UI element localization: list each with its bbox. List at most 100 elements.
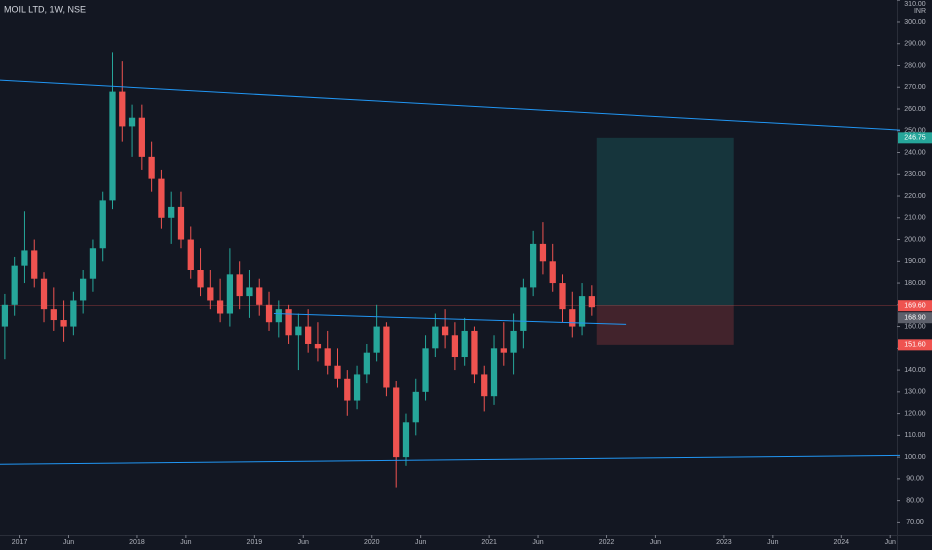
y-tick-label: 130.00	[904, 389, 926, 396]
target-label-bg	[898, 132, 932, 144]
unit-label: INR	[914, 8, 926, 15]
candle-body	[197, 270, 204, 288]
candle-body	[569, 309, 576, 327]
candle-body	[373, 326, 380, 353]
candle-body	[530, 243, 537, 288]
y-tick-label: 250.00	[904, 128, 926, 135]
candle-body	[432, 326, 439, 349]
candle-body	[353, 374, 361, 401]
y-tick-label: 230.00	[904, 171, 926, 178]
candle-body	[520, 287, 527, 331]
entry-label: 169.60	[904, 303, 926, 310]
candle-body	[539, 243, 547, 262]
stop-label-bg	[898, 339, 932, 351]
y-tick-label: 220.00	[904, 193, 926, 200]
candle-body	[207, 287, 214, 301]
x-tick-label: 2024	[834, 539, 850, 546]
candle-body	[246, 287, 253, 297]
candle-body	[11, 265, 18, 305]
candle-body	[21, 250, 28, 266]
candle-body	[119, 91, 126, 127]
y-tick-label: 300.00	[904, 19, 926, 26]
y-tick-label: 200.00	[904, 236, 926, 243]
y-tick-label: 270.00	[904, 84, 926, 91]
x-tick-label: Jun	[298, 539, 309, 546]
y-tick-label: 80.00	[906, 497, 924, 504]
candle-body	[451, 335, 459, 358]
candle-body	[177, 206, 185, 240]
x-tick-label: Jun	[415, 539, 426, 546]
candle-body	[393, 387, 400, 458]
candle-body	[40, 278, 48, 310]
candle-body	[422, 348, 429, 392]
y-tick-label: 240.00	[904, 149, 926, 156]
x-tick-label: 2022	[599, 539, 615, 546]
candle-body	[559, 283, 566, 310]
entry-label-bg	[898, 300, 932, 312]
candle-body	[256, 287, 263, 305]
candle-body	[441, 326, 449, 336]
x-tick-label: 2019	[247, 539, 263, 546]
target-label: 246.75	[904, 135, 926, 142]
y-tick-label: 70.00	[906, 519, 924, 526]
candle-body	[109, 91, 116, 201]
candle-body	[285, 309, 292, 336]
candle-body	[549, 261, 556, 284]
y-tick-label: 100.00	[904, 454, 926, 461]
y-tick-label: 290.00	[904, 41, 926, 48]
candle-body	[412, 391, 419, 423]
trend-line	[0, 79, 901, 131]
candle-body	[275, 309, 282, 323]
stop-label: 151.60	[904, 342, 926, 349]
candle-body	[295, 326, 302, 336]
trend-line	[273, 313, 627, 325]
candle-body	[60, 320, 67, 327]
candle-body	[314, 343, 322, 349]
last-price-bg	[898, 312, 932, 324]
loss-zone	[596, 305, 734, 345]
candle-body	[158, 178, 165, 218]
candle-body	[138, 117, 145, 157]
y-tick-label: 140.00	[904, 367, 926, 374]
candle-body	[490, 348, 498, 397]
candle-body	[510, 330, 517, 353]
candle-body	[334, 365, 341, 379]
candle-body	[70, 300, 77, 327]
candle-body	[187, 239, 194, 271]
candle-body	[80, 278, 87, 301]
trend-line	[0, 454, 901, 465]
candle-body	[1, 304, 9, 327]
chart-title: MOIL LTD, 1W, NSE	[4, 4, 86, 14]
y-tick-label: 180.00	[904, 280, 926, 287]
candle-body	[226, 274, 234, 314]
candle-body	[99, 200, 106, 249]
candle-body	[265, 304, 273, 323]
candle-body	[461, 330, 468, 358]
candle-body	[471, 330, 478, 375]
x-tick-label: 2017	[12, 539, 28, 546]
candle-body	[500, 348, 507, 353]
candle-body	[481, 374, 488, 397]
y-tick-label: 120.00	[904, 410, 926, 417]
candle-body	[216, 300, 224, 314]
y-tick-label: 160.00	[904, 323, 926, 330]
x-tick-label: Jun	[650, 539, 661, 546]
candle-body	[148, 156, 155, 179]
candle-body	[402, 422, 410, 458]
candle-body	[588, 296, 595, 308]
x-tick-label: 2020	[364, 539, 380, 546]
y-tick-label: 310.00	[904, 1, 926, 8]
x-tick-label: Jun	[180, 539, 191, 546]
y-tick-label: 210.00	[904, 215, 926, 222]
candle-body	[324, 348, 331, 366]
y-tick-label: 280.00	[904, 62, 926, 69]
candle-body	[89, 248, 97, 279]
y-tick-label: 190.00	[904, 258, 926, 265]
candle-body	[363, 352, 370, 375]
candle-body	[50, 309, 57, 321]
profit-zone	[596, 137, 734, 306]
x-tick-label: Jun	[63, 539, 74, 546]
y-tick-label: 110.00	[905, 432, 926, 439]
x-tick-label: 2021	[481, 539, 497, 546]
